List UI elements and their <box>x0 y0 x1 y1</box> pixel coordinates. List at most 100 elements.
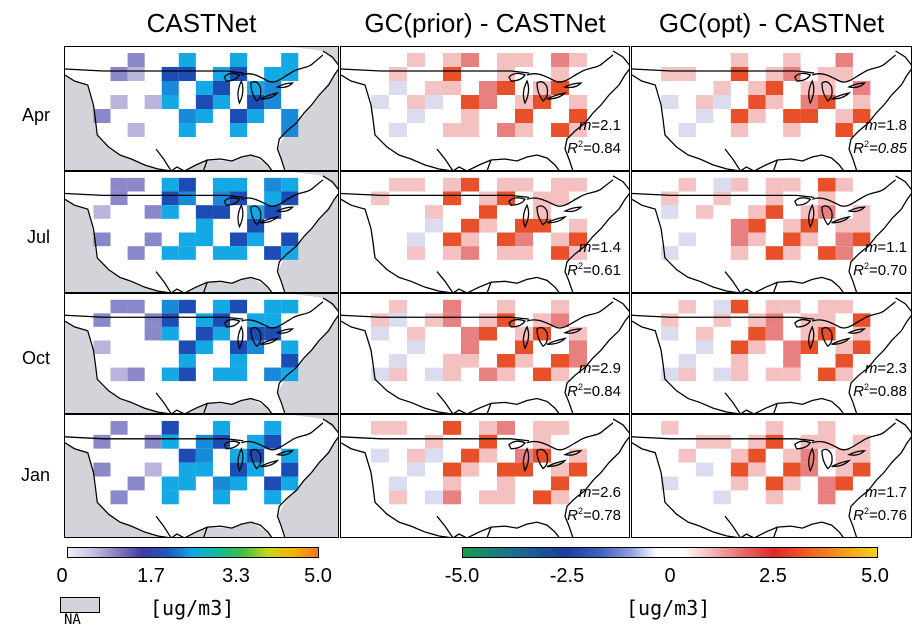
grid-cell <box>713 476 731 491</box>
grid-cell <box>748 218 766 233</box>
title-gc-prior: GC(prior) - CASTNet <box>364 8 606 38</box>
grid-cell <box>407 218 425 233</box>
grid-cell <box>765 205 784 219</box>
grid-cell <box>695 205 714 219</box>
na-swatch <box>60 597 100 613</box>
grid-cell <box>93 340 111 355</box>
grid-cell <box>533 367 551 382</box>
grid-cell <box>695 326 714 341</box>
grid-cell <box>713 420 731 435</box>
grid-cell <box>389 81 407 95</box>
grid-cell <box>713 313 731 327</box>
grid-cell <box>127 462 145 477</box>
grid-cell <box>110 177 128 192</box>
slope-value: =1.8 <box>877 117 907 134</box>
grid-cell <box>247 462 265 477</box>
map-outline-border <box>632 422 896 451</box>
grid-cell <box>730 177 749 192</box>
grid-cell <box>551 123 569 137</box>
grid-cell <box>678 354 696 368</box>
grid-cell <box>93 95 111 109</box>
grid-cell <box>533 420 551 435</box>
map-panel-castnet-jul <box>64 171 339 293</box>
grid-cell <box>661 191 679 206</box>
grid-cell <box>748 448 766 463</box>
grid-cell <box>748 109 766 123</box>
grid-cell <box>497 123 515 137</box>
grid-cell <box>479 218 497 233</box>
grid-cell <box>389 490 407 505</box>
grid-cell <box>161 67 179 81</box>
grid-cell <box>161 95 179 109</box>
grid-cell <box>195 205 213 219</box>
grid-cell <box>178 191 196 206</box>
grid-cell <box>551 299 569 314</box>
grid-cell <box>818 81 836 95</box>
grid-cell <box>195 340 213 355</box>
grid-cell <box>212 367 230 382</box>
map-svg <box>632 297 911 413</box>
grid-cell <box>425 95 443 109</box>
map-outline-coast <box>632 50 911 170</box>
slope-value: =1.4 <box>591 239 621 256</box>
grid-cell <box>661 434 679 449</box>
grid-cell <box>407 448 425 463</box>
map-outline-coast <box>632 297 911 413</box>
grid-cell <box>425 420 443 435</box>
slope-value: =1.7 <box>877 484 907 501</box>
grid-cell <box>281 462 299 477</box>
r2-value: =0.78 <box>583 507 621 524</box>
grid-cell <box>425 313 443 327</box>
grid-cell <box>730 340 749 355</box>
grid-cell <box>230 109 248 123</box>
grid-cell <box>835 246 853 260</box>
grid-cell <box>730 232 749 247</box>
grid-cell <box>93 218 111 233</box>
grid-cell <box>479 420 497 435</box>
map-outline-mex <box>436 271 492 292</box>
grid-cell <box>678 123 696 137</box>
grid-cell <box>247 218 265 233</box>
grid-cell <box>212 95 230 109</box>
grid-cell <box>818 476 836 491</box>
r2-exponent: 2 <box>578 261 584 271</box>
grid-cell <box>515 53 533 67</box>
grid-cell <box>178 340 196 355</box>
grid-cell <box>247 205 265 219</box>
grid-cell <box>695 340 714 355</box>
grid-cell <box>212 81 230 95</box>
grid-cell <box>852 340 871 355</box>
map-outline-lakes <box>508 440 583 473</box>
grid-cell <box>783 246 801 260</box>
grid-cell <box>569 246 587 260</box>
grid-cell <box>835 476 853 491</box>
grid-cell <box>748 232 766 247</box>
slope-symbol: m <box>864 360 878 377</box>
grid-cell <box>461 340 479 355</box>
grid-cell <box>407 246 425 260</box>
grid-cell <box>264 326 282 341</box>
map-svg <box>341 297 629 413</box>
map-svg <box>65 294 338 413</box>
grid-cell <box>748 434 766 449</box>
r2-exponent: 2 <box>864 261 870 271</box>
grid-cell <box>127 367 145 382</box>
grid-cell <box>443 81 461 95</box>
grid-cell <box>195 232 213 247</box>
cbar-left-tick: 1.7 <box>137 565 165 587</box>
map-panel-opt-apr: m=1.8 R2=0.85 <box>631 46 912 171</box>
grid-cell <box>407 462 425 477</box>
grid-cell <box>551 420 569 435</box>
grid-cell <box>247 340 265 355</box>
grid-cell <box>551 232 569 247</box>
grid-cell <box>497 476 515 491</box>
grid-cell <box>479 95 497 109</box>
grid-cell <box>748 326 766 341</box>
map-outline-mex <box>724 271 778 292</box>
grid-cell <box>661 205 679 219</box>
grid-cell <box>765 299 784 314</box>
grid-cell <box>695 313 714 327</box>
grid-cell <box>835 67 853 81</box>
map-outline-border <box>65 301 324 329</box>
grid-cell <box>93 313 111 327</box>
